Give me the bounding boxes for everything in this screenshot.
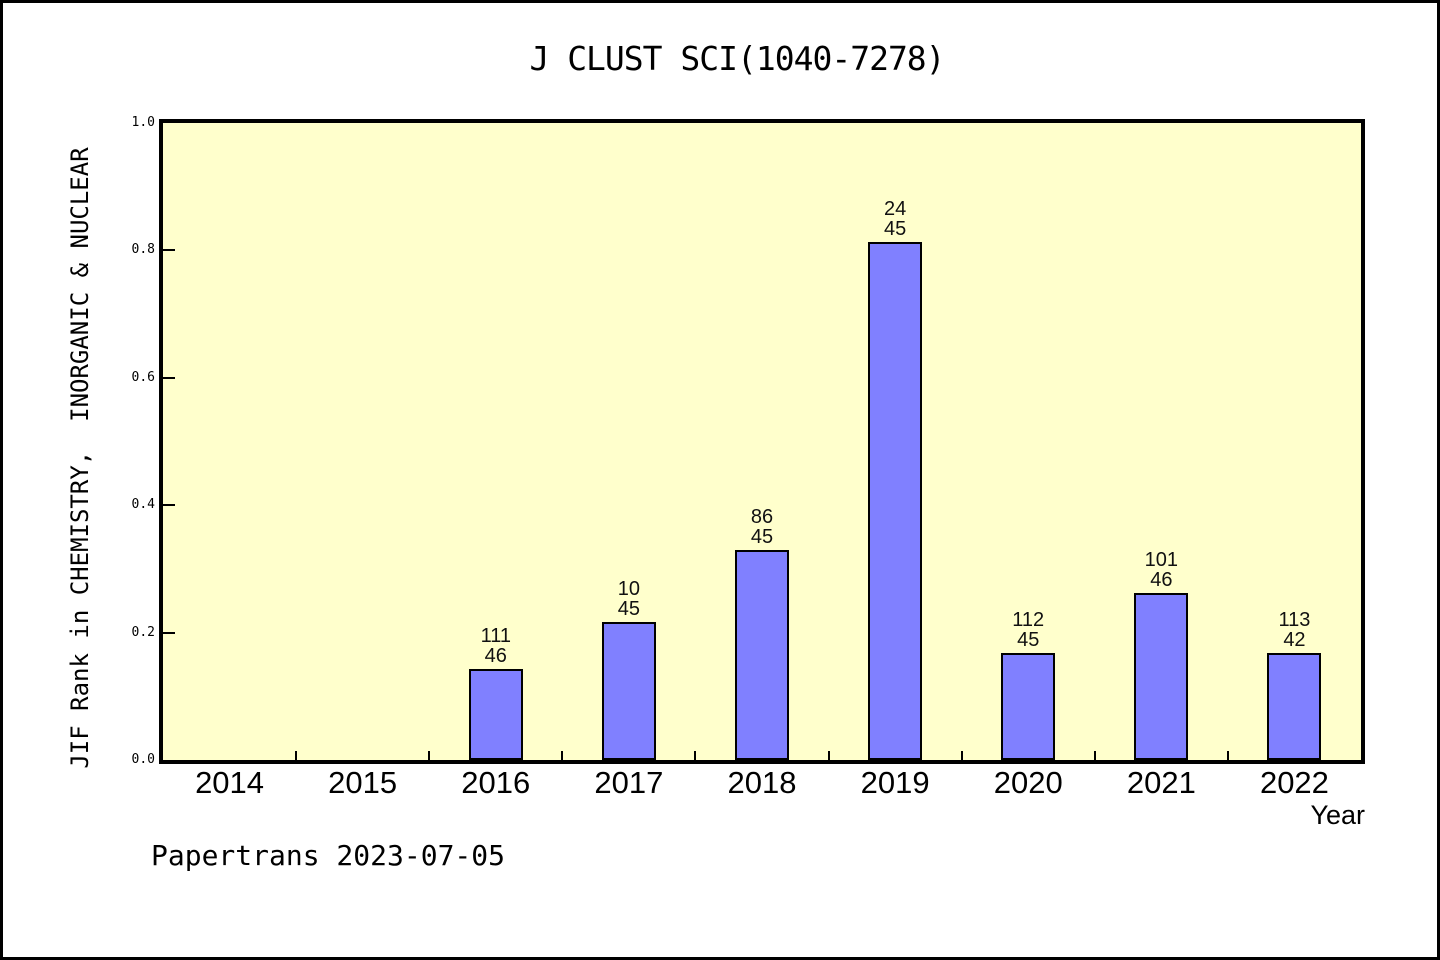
bar-value-line: 112 [1012, 609, 1045, 631]
y-tick-mark [163, 376, 175, 379]
bar-value-label: 86 45 [692, 507, 832, 547]
bar [868, 242, 923, 760]
x-tick-mark [561, 751, 564, 760]
bar-value-line: 101 [1144, 549, 1179, 571]
y-axis-label: JIF Rank in CHEMISTRY, INORGANIC & NUCLE… [66, 147, 94, 769]
x-tick-label: 2018 [727, 765, 797, 800]
bar [1001, 653, 1056, 760]
y-tick-mark [163, 631, 175, 634]
bar-value-label: 101 46 [1091, 550, 1231, 590]
x-tick-mark [1093, 751, 1096, 760]
x-tick-mark [428, 751, 431, 760]
bar-value-line: 45 [750, 526, 774, 548]
x-tick-mark [827, 751, 830, 760]
bar-value-label: 10 45 [559, 579, 699, 619]
x-tick-label: 2022 [1259, 765, 1329, 800]
x-axis-label: Year [1310, 800, 1365, 830]
y-tick-label: 0.0 [131, 752, 155, 767]
bar-value-line: 111 [480, 625, 511, 647]
x-tick-mark [295, 751, 298, 760]
y-tick-mark [163, 504, 175, 507]
bar-value-label: 113 42 [1224, 610, 1364, 650]
bar-value-line: 24 [883, 198, 907, 220]
watermark-text: Papertrans 2023-07-05 [151, 839, 506, 872]
bar-value-line: 86 [750, 506, 774, 528]
bar-value-label: 24 45 [825, 199, 965, 239]
bar [1134, 593, 1189, 760]
y-tick-mark [163, 249, 175, 252]
chart-title: J CLUST SCI(1040-7278) [529, 39, 945, 78]
x-tick-label: 2020 [993, 765, 1063, 800]
bar-value-line: 46 [484, 645, 507, 667]
bar-value-line: 45 [617, 598, 640, 620]
x-tick-mark [960, 751, 963, 760]
bar-value-line: 113 [1278, 609, 1311, 631]
bar-value-line: 46 [1150, 569, 1173, 591]
x-tick-label: 2021 [1126, 765, 1196, 800]
y-tick-label: 1.0 [131, 115, 155, 130]
x-tick-mark [694, 751, 697, 760]
x-tick-label: 2014 [195, 765, 265, 800]
x-tick-mark [1226, 751, 1229, 760]
bar [601, 622, 656, 760]
bar-value-label: 111 46 [426, 626, 566, 666]
bar [468, 669, 523, 760]
plot-area: 111 46 10 45 86 45 24 45 112 45 101 46 113 42 [159, 119, 1365, 764]
bar-value-line: 42 [1283, 629, 1306, 651]
x-tick-label: 2015 [328, 765, 398, 800]
x-tick-label: 2016 [461, 765, 531, 800]
bar-value-label: 112 45 [958, 610, 1098, 650]
bar [1267, 653, 1322, 760]
bar [735, 550, 789, 760]
y-tick-label: 0.4 [131, 497, 155, 513]
bar-value-line: 45 [883, 218, 907, 240]
bar-value-line: 10 [617, 578, 640, 600]
x-tick-label: 2017 [594, 765, 664, 800]
y-tick-label: 0.6 [131, 369, 155, 385]
x-tick-label: 2019 [860, 765, 930, 800]
y-tick-label: 0.2 [131, 624, 155, 640]
bar-value-line: 45 [1017, 629, 1040, 651]
y-tick-label: 0.8 [131, 242, 155, 258]
